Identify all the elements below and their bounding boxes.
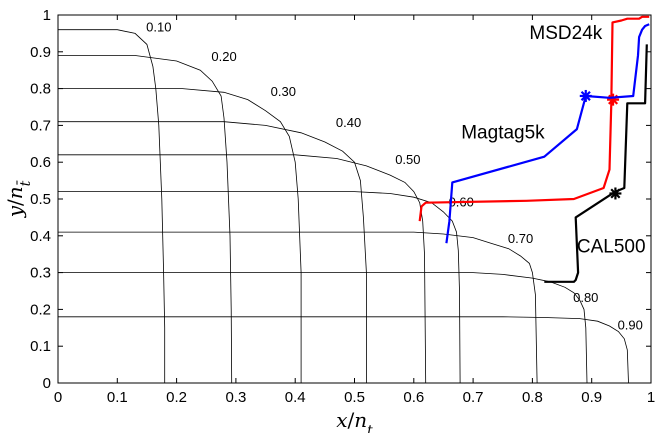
series-line-msd24k	[418, 15, 650, 222]
contour-line-0.40	[58, 121, 367, 383]
series-lines	[418, 15, 650, 283]
y-tick-label: 0.9	[30, 44, 51, 61]
y-axis-ticks: 0 0.1 0.2 0.3 0.4 0.5 0.6 0.7 0.8 0.9 1	[30, 7, 651, 392]
contour-label: 0.80	[573, 290, 598, 305]
y-tick-label: 0.2	[30, 301, 51, 318]
x-tick-label: 0.9	[581, 389, 602, 406]
series-line-cal500	[544, 44, 648, 283]
y-tick-label: 0.7	[30, 117, 51, 134]
series-marker-magtag5k	[579, 89, 592, 102]
series-label-msd24k: MSD24k	[529, 23, 602, 44]
series-label-magtag5k: Magtag5k	[461, 122, 545, 143]
contour-line-0.70	[58, 231, 538, 384]
x-tick-label: 0.1	[107, 389, 128, 406]
series-marker-msd24k	[607, 93, 620, 106]
y-tick-label: 0.6	[30, 154, 51, 171]
x-tick-label: 0.2	[166, 389, 187, 406]
series-marker-cal500	[609, 187, 622, 200]
x-axis-label: x/nt	[336, 408, 373, 433]
contour-label: 0.20	[211, 49, 236, 64]
contour-lines	[58, 29, 629, 384]
plot-area: 0.100.200.300.400.500.600.700.800.90 MSD…	[30, 7, 655, 406]
contour-label: 0.10	[146, 20, 171, 35]
contour-label: 0.70	[508, 231, 533, 246]
x-axis-ticks: 0 0.1 0.2 0.3 0.4 0.5 0.6 0.7 0.8 0.9 1	[54, 15, 655, 406]
series-line-magtag5k	[445, 23, 650, 244]
contour-line-0.80	[58, 272, 588, 384]
contour-line-0.60	[58, 191, 461, 384]
contour-line-0.10	[58, 29, 166, 383]
y-tick-label: 0.8	[30, 81, 51, 98]
contour-line-0.20	[58, 55, 233, 384]
contour-label: 0.90	[618, 318, 643, 333]
y-tick-label: 0.5	[30, 191, 51, 208]
y-axis-label: y/nt̄	[3, 180, 34, 219]
contour-label: 0.50	[395, 152, 420, 167]
x-tick-label: 0.5	[344, 389, 365, 406]
y-tick-label: 0.1	[30, 338, 51, 355]
contour-line-0.90	[58, 316, 629, 384]
series-labels: MSD24k Magtag5k CAL500	[461, 23, 645, 257]
y-tick-label: 0.3	[30, 265, 51, 282]
y-tick-label: 1	[43, 7, 51, 24]
x-tick-label: 0.6	[403, 389, 424, 406]
x-tick-label: 0.8	[522, 389, 543, 406]
contour-line-0.50	[58, 154, 427, 384]
x-tick-label: 0.4	[285, 389, 306, 406]
contour-label: 0.40	[336, 115, 361, 130]
x-tick-label: 0.3	[225, 389, 246, 406]
y-tick-label: 0	[43, 375, 51, 392]
contour-line-0.30	[58, 88, 302, 383]
contour-label: 0.30	[271, 84, 296, 99]
series-label-cal500: CAL500	[577, 236, 646, 257]
x-tick-label: 0.7	[463, 389, 484, 406]
x-tick-label: 0	[54, 389, 62, 406]
x-tick-label: 1	[647, 389, 655, 406]
contour-labels: 0.100.200.300.400.500.600.700.800.90	[146, 20, 643, 333]
y-tick-label: 0.4	[30, 228, 51, 245]
